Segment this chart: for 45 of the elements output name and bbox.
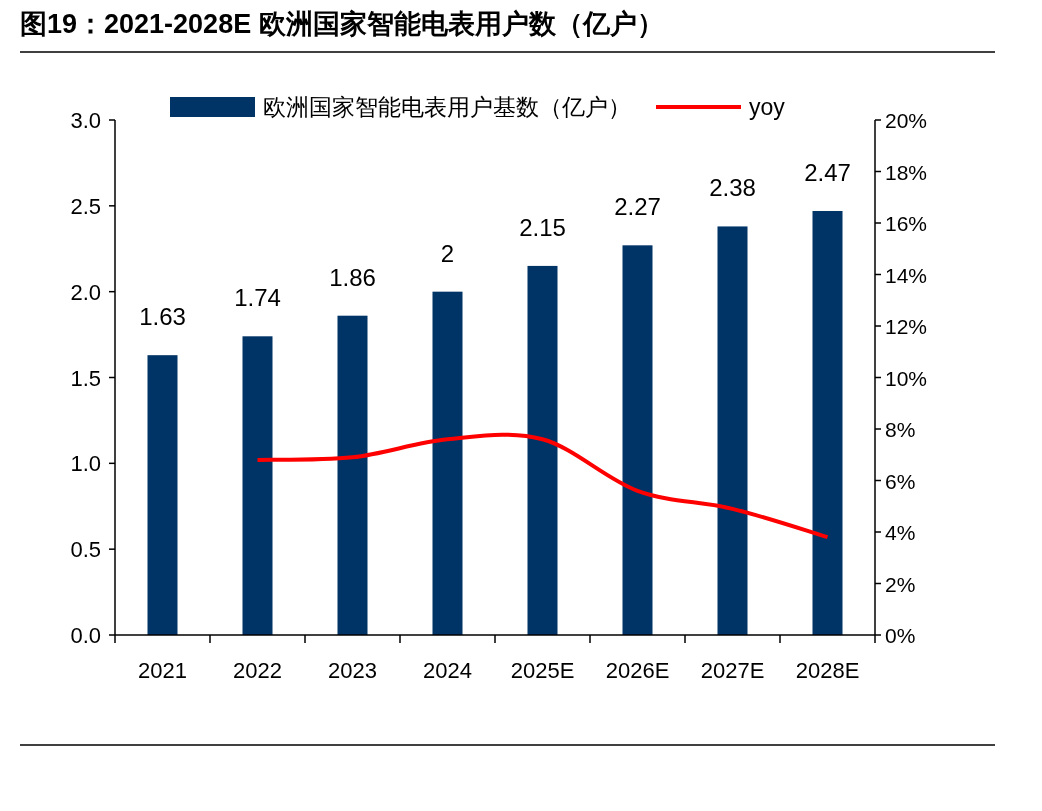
data-label: 2.38 — [709, 174, 756, 202]
y2-tick-label: 14% — [885, 263, 928, 287]
y2-tick-label: 8% — [885, 418, 916, 441]
y2-tick-label: 0% — [885, 624, 916, 647]
x-tick-label: 2025E — [510, 658, 575, 683]
bar — [622, 245, 653, 635]
data-label: 1.63 — [139, 303, 186, 331]
x-tick-label: 2028E — [795, 658, 860, 683]
y2-tick-label: 4% — [885, 521, 916, 544]
chart-title: 图19：2021-2028E 欧洲国家智能电表用户数（亿户） — [20, 9, 664, 39]
bar — [337, 315, 368, 635]
bar — [432, 291, 463, 635]
bar — [242, 336, 273, 635]
y2-tick-label: 10% — [885, 366, 928, 390]
y-tick-label: 3.0 — [70, 108, 101, 133]
data-label: 2.27 — [614, 193, 661, 221]
x-tick-label: 2022 — [233, 658, 282, 683]
x-tick-label: 2024 — [423, 658, 472, 683]
x-tick-label: 2027E — [700, 658, 765, 683]
y-tick-label: 1.0 — [70, 451, 101, 477]
legend-label: yoy — [749, 94, 786, 120]
x-tick-label: 2023 — [328, 658, 377, 683]
y2-tick-label: 6% — [885, 469, 916, 493]
bar — [812, 210, 843, 635]
data-label: 2.47 — [804, 158, 851, 186]
x-tick-label: 2021 — [138, 658, 187, 683]
data-label: 1.86 — [329, 263, 376, 291]
y-tick-label: 0.0 — [70, 623, 101, 648]
bar — [717, 226, 748, 635]
y-tick-label: 2.5 — [70, 193, 101, 219]
y2-tick-label: 18% — [885, 160, 928, 184]
y2-tick-label: 20% — [885, 109, 928, 132]
y2-tick-label: 16% — [885, 212, 928, 235]
data-label: 2 — [440, 239, 455, 267]
x-tick-label: 2026E — [605, 658, 670, 683]
legend-label: 欧洲国家智能电表用户基数（亿户） — [263, 94, 631, 120]
y-tick-label: 2.0 — [70, 279, 101, 305]
y-tick-label: 1.5 — [70, 365, 101, 391]
data-label: 1.74 — [234, 284, 281, 312]
y-tick-label: 0.5 — [70, 537, 101, 563]
bar — [527, 265, 558, 635]
data-label: 2.15 — [519, 213, 566, 241]
y2-tick-label: 2% — [885, 572, 916, 596]
bar — [147, 355, 178, 635]
y2-tick-label: 12% — [885, 315, 928, 338]
